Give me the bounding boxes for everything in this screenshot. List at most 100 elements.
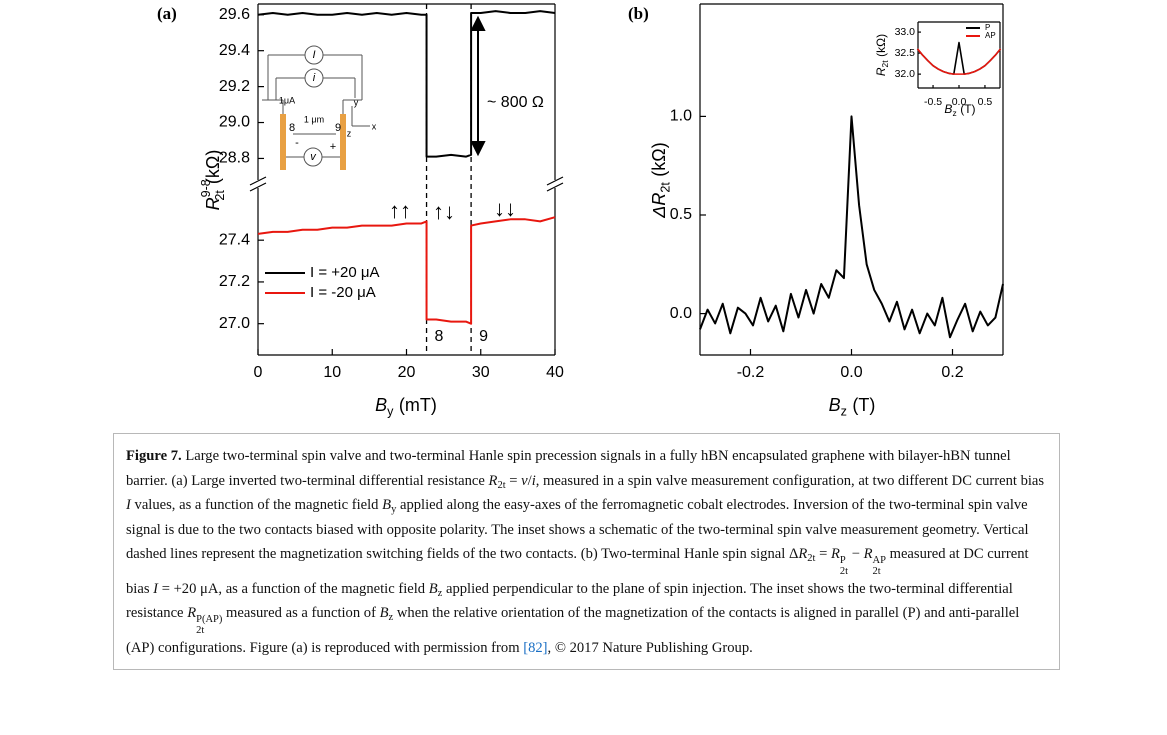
annotation: ↓↓ [494,196,516,221]
caption-text: 2t [196,625,205,637]
axis-label-symbol: R [874,67,888,76]
axis-label-symbol: B [829,395,841,415]
caption-text: values, as a function of the magnetic fi… [130,497,383,513]
caption-text: 2t [839,565,849,577]
caption-text: , measured in a spin valve measurement c… [535,472,1045,489]
caption-text: , © 2017 Nature Publishing Group. [547,640,753,657]
caption-text: / [527,472,532,489]
x-tick-label: 0 [254,364,263,381]
x-tick-label: 0.0 [952,96,967,108]
figure: 0 10 20 30 40 27.0 27.2 27.4 28.8 29.0 29.2 29.4 29.… [157,3,1004,419]
caption-text: = +20 μA, as a function of the magnetic … [158,580,429,597]
caption-text: 2t [872,565,881,577]
axis-label-symbol: ΔR [649,193,669,219]
caption-text: B [428,580,438,597]
x-tick-label: 0.0 [840,364,862,381]
annotation: ↑↓ [433,199,455,224]
caption-text: R [488,472,498,489]
caption-text: applied along the easy-axes of the ferro… [126,497,1029,562]
y-tick-label: 27.2 [219,273,250,290]
schematic-label: - [295,137,299,149]
legend-label: AP [985,31,996,40]
caption-text: P(AP) [196,614,223,625]
caption-text: measured as a function of [222,605,380,622]
y-tick-label: 0.5 [670,206,692,223]
y-tick-label: 29.6 [219,6,250,23]
citation-link[interactable]: [82] [523,640,548,657]
axis-label: R9-82t (kΩ) [199,150,227,211]
y-tick-label: 32.5 [895,47,916,59]
schematic-label: x [372,121,377,131]
schematic-label: 1μA [279,95,295,105]
y-tick-label: 29.2 [219,78,250,95]
schematic-label: v [310,151,317,163]
schematic-label: 8 [289,122,295,134]
caption-text: R [863,546,873,562]
caption-text: R [830,546,840,562]
electrode [340,114,346,170]
caption-text: z [388,612,394,624]
y-tick-label: 27.4 [219,231,250,248]
caption-text: i [531,472,536,489]
axis-label-sub: z [952,108,956,118]
axis-break [249,182,267,192]
legend-label: I = -20 μA [310,284,376,301]
caption-text: B [382,497,392,513]
caption-text: Large two-terminal spin valve and two-te… [126,448,1011,489]
caption-text: R [187,605,197,622]
caption-text: = [505,472,522,489]
x-tick-label: 40 [546,364,564,381]
caption-text: 2t [497,479,506,491]
caption-text: B [379,605,389,622]
schematic-label: z [347,128,352,138]
inset-background [918,22,1000,88]
axis-break [546,182,564,192]
x-tick-label: 10 [323,364,341,381]
x-tick-label: -0.2 [737,364,765,381]
switching-field-label: 8 [435,328,444,345]
data-line [699,115,1004,339]
caption-text: P [839,554,846,566]
axis-label-symbol: B [944,102,952,116]
schematic-label: y [354,97,359,107]
y-tick-label: 32.0 [895,68,916,80]
annotation: ~ 800 Ω [487,94,544,111]
x-tick-label: 30 [472,364,490,381]
y-tick-label: 29.4 [219,42,250,59]
caption: Figure 7. Large two-terminal spin valve … [113,433,1060,670]
schematic-label: 1 μm [304,114,324,124]
caption-text: R [798,546,808,562]
caption-text: 2t [807,553,816,565]
y-tick-label: 29.0 [219,114,250,131]
caption-supsub: P 2t [840,555,848,577]
axis-label-symbol: R [203,197,223,210]
double-arrow [470,15,486,157]
axis-label-unit: (kΩ) [874,34,888,57]
x-tick-label: -0.5 [924,96,942,108]
schematic-label: I [312,49,315,61]
axis-break [249,176,267,186]
x-tick-label: 20 [398,364,416,381]
panel-label: (a) [157,4,177,23]
caption-supsub: AP 2t [873,555,886,577]
circuit-schematic [262,45,370,167]
data-line [257,216,556,325]
y-tick-label: 1.0 [670,108,692,125]
caption-text: Figure 7. [126,448,182,464]
caption-text: v [521,472,528,489]
data-line [257,10,556,158]
caption-text: z [437,587,443,599]
y-tick-label: 0.0 [670,305,692,322]
switching-field-label: 9 [479,328,488,345]
axis-label: ΔR2t (kΩ) [649,142,673,218]
y-tick-label: 27.0 [219,315,250,332]
axis-label-sup: 9-8 [199,179,213,197]
caption-text: applied perpendicular to the plane of sp… [126,580,1013,622]
axis-label: Bz (T) [829,395,876,419]
caption-text: measured at DC current bias [126,546,1029,597]
caption-text: = [815,546,831,562]
x-tick-label: 0.5 [978,96,993,108]
data-line [916,48,1002,75]
axis-label-sub: y [387,405,394,419]
